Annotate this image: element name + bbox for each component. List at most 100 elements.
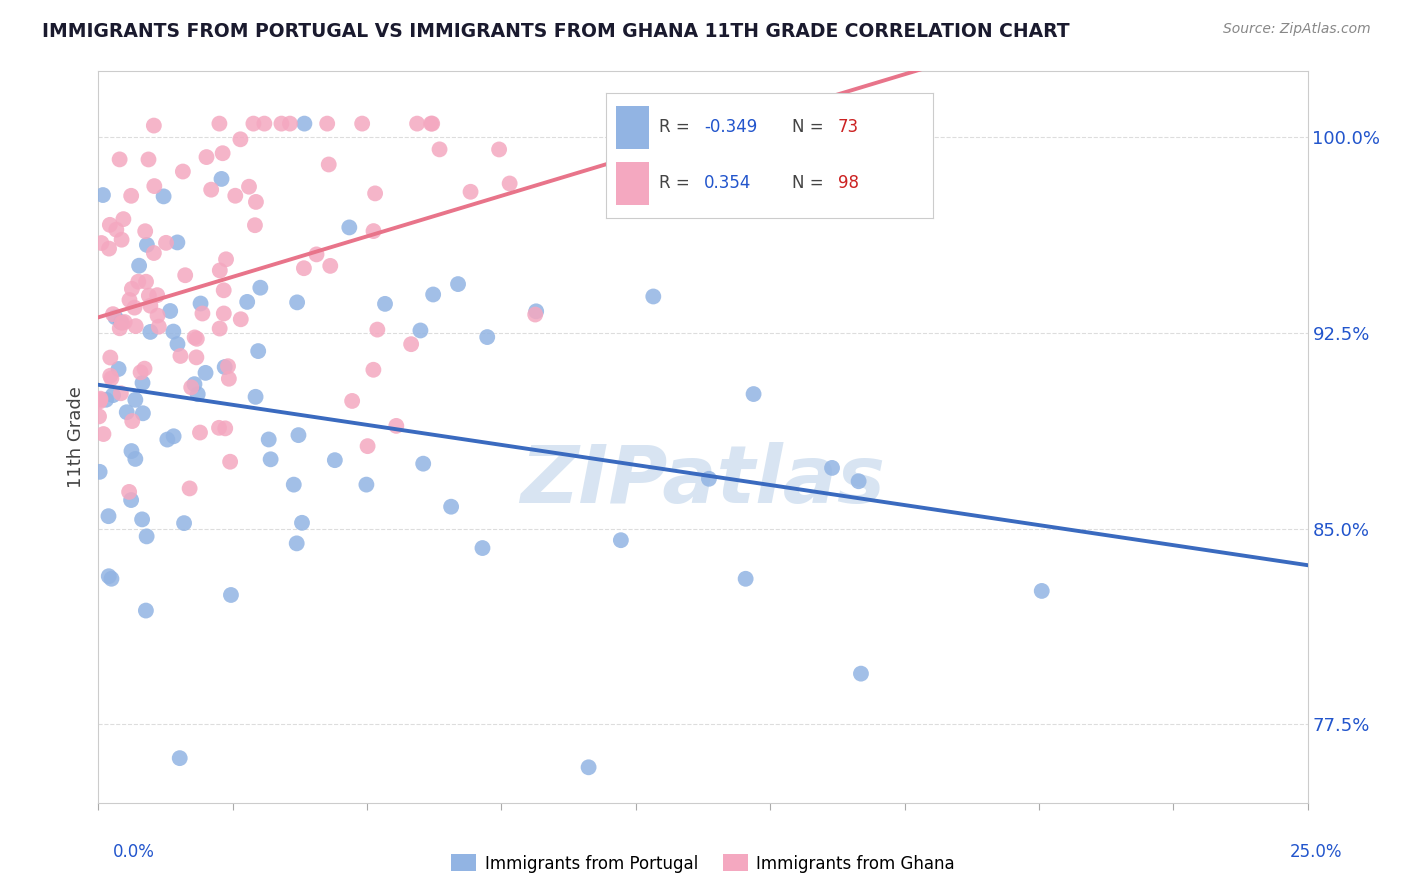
Point <box>110 315 132 329</box>
Point <box>98 218 121 232</box>
Point <box>108 153 131 167</box>
Point <box>337 220 360 235</box>
Point <box>245 390 267 404</box>
Point <box>212 306 235 320</box>
Point <box>352 117 374 131</box>
Point <box>214 360 236 375</box>
Point <box>105 222 128 236</box>
Point <box>124 301 146 315</box>
Point <box>848 474 870 488</box>
Point <box>131 376 153 390</box>
Point <box>169 751 191 765</box>
Point <box>188 425 211 440</box>
Point <box>169 349 191 363</box>
Point <box>135 238 157 252</box>
Point <box>460 185 482 199</box>
Point <box>316 117 339 131</box>
Text: Source: ZipAtlas.com: Source: ZipAtlas.com <box>1223 22 1371 37</box>
Point <box>1031 583 1053 598</box>
Point <box>208 321 231 335</box>
Point <box>115 405 138 419</box>
Point <box>285 295 308 310</box>
Point <box>127 275 149 289</box>
Point <box>399 337 422 351</box>
Point <box>229 132 252 146</box>
Point <box>243 218 266 232</box>
Point <box>90 235 112 250</box>
Point <box>121 282 143 296</box>
Point <box>363 363 385 377</box>
Point <box>242 117 264 131</box>
Point <box>340 393 363 408</box>
Point <box>643 289 665 303</box>
Point <box>100 572 122 586</box>
Point <box>159 304 181 318</box>
Point <box>422 287 444 301</box>
Point <box>186 351 208 365</box>
Point <box>101 307 124 321</box>
Point <box>291 516 314 530</box>
Point <box>139 325 162 339</box>
Point <box>208 117 231 131</box>
Point <box>385 418 408 433</box>
Point <box>98 351 121 365</box>
Point <box>93 427 115 442</box>
Point <box>238 179 260 194</box>
Point <box>278 117 301 131</box>
Point <box>212 283 235 297</box>
Point <box>420 117 443 131</box>
Point <box>364 186 387 201</box>
Point <box>253 117 276 131</box>
Point <box>524 308 547 322</box>
Point <box>98 368 121 383</box>
Point <box>118 484 141 499</box>
Point <box>429 142 451 156</box>
Point <box>200 183 222 197</box>
Point <box>215 252 238 267</box>
Point <box>183 330 205 344</box>
Point <box>110 386 132 401</box>
Point <box>89 392 111 407</box>
Point <box>218 372 240 386</box>
Point <box>610 533 633 548</box>
Point <box>121 414 143 428</box>
Point <box>821 461 844 475</box>
Point <box>270 117 292 131</box>
Point <box>287 428 309 442</box>
Point <box>447 277 470 291</box>
Point <box>697 472 720 486</box>
Point <box>87 409 110 424</box>
Point <box>214 421 236 435</box>
Point <box>318 157 340 171</box>
Point <box>146 288 169 302</box>
Point <box>108 321 131 335</box>
Point <box>94 392 117 407</box>
Point <box>89 465 111 479</box>
Point <box>135 275 157 289</box>
Point <box>412 457 434 471</box>
Point <box>734 572 756 586</box>
Point <box>89 394 111 409</box>
Point <box>114 315 136 329</box>
Point <box>305 247 328 261</box>
Point <box>219 588 242 602</box>
Point <box>186 332 208 346</box>
Point <box>183 377 205 392</box>
Point <box>132 406 155 420</box>
Point <box>135 603 157 617</box>
Point <box>101 388 124 402</box>
Y-axis label: 11th Grade: 11th Grade <box>66 386 84 488</box>
Point <box>366 323 388 337</box>
Point <box>107 362 129 376</box>
Text: IMMIGRANTS FROM PORTUGAL VS IMMIGRANTS FROM GHANA 11TH GRADE CORRELATION CHART: IMMIGRANTS FROM PORTUGAL VS IMMIGRANTS F… <box>42 22 1070 41</box>
Point <box>191 306 214 320</box>
Point <box>143 179 166 194</box>
Point <box>142 246 165 260</box>
Point <box>229 312 252 326</box>
Point <box>247 344 270 359</box>
Point <box>120 493 142 508</box>
Point <box>219 455 242 469</box>
Point <box>166 337 188 351</box>
Point <box>406 117 429 131</box>
Point <box>208 263 231 277</box>
